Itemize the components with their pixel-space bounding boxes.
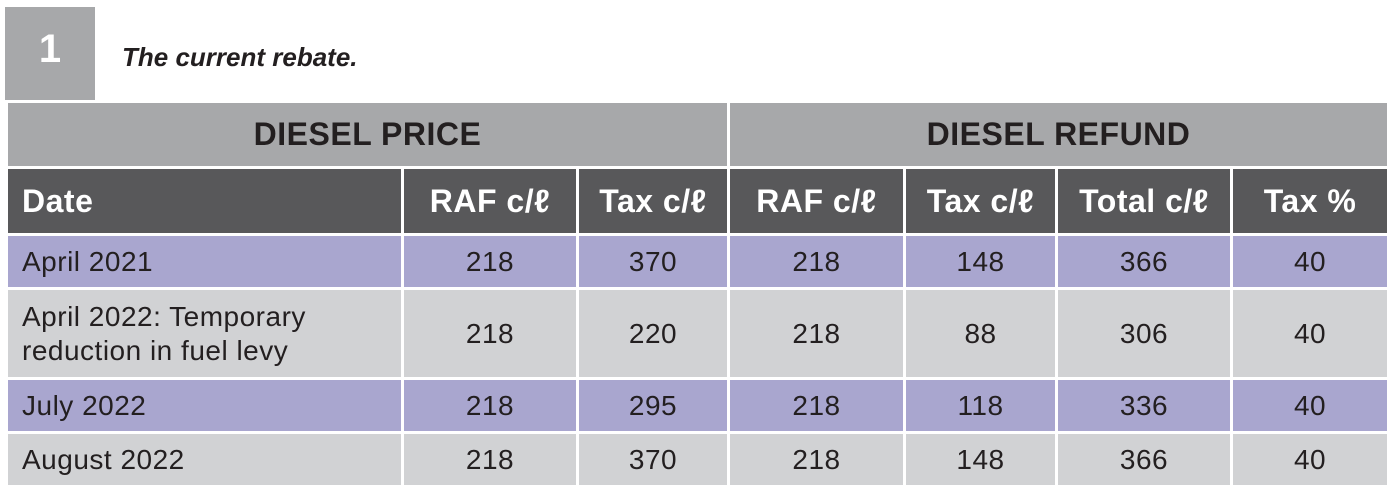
cell-refund-raf: 218: [727, 377, 907, 434]
cell-tax-pct: 40: [1230, 287, 1389, 380]
cell-tax-pct: 40: [1230, 431, 1389, 488]
cell-date: August 2022: [5, 431, 404, 488]
cell-price-tax: 370: [575, 233, 731, 290]
cell-total: 366: [1055, 233, 1234, 290]
cell-refund-raf: 218: [727, 233, 907, 290]
column-header-date: Date: [5, 166, 404, 236]
figure-caption: The current rebate.: [122, 42, 358, 72]
cell-price-raf: 218: [401, 287, 579, 380]
column-header-tax-pct: Tax %: [1230, 166, 1389, 236]
cell-price-raf: 218: [401, 377, 579, 434]
table-row: April 2022: Temporary reduction in fuel …: [5, 287, 1389, 380]
cell-date: July 2022: [5, 377, 404, 434]
cell-tax-pct: 40: [1230, 233, 1389, 290]
table-row: August 2022 218 370 218 148 366 40: [5, 431, 1389, 488]
cell-price-tax: 295: [575, 377, 731, 434]
group-header-diesel-refund: DIESEL REFUND: [727, 100, 1389, 169]
cell-tax-pct: 40: [1230, 377, 1389, 434]
cell-total: 306: [1055, 287, 1234, 380]
column-header-price-raf: RAF c/ℓ: [401, 166, 579, 236]
figure-number: 1: [5, 7, 95, 102]
table-row: April 2021 218 370 218 148 366 40: [5, 233, 1389, 290]
column-header-row: Date RAF c/ℓ Tax c/ℓ RAF c/ℓ Tax c/ℓ Tot…: [5, 166, 1389, 236]
cell-date: April 2021: [5, 233, 404, 290]
cell-price-tax: 370: [575, 431, 731, 488]
cell-total: 366: [1055, 431, 1234, 488]
column-header-refund-tax: Tax c/ℓ: [903, 166, 1059, 236]
cell-total: 336: [1055, 377, 1234, 434]
rebate-table: DIESEL PRICE DIESEL REFUND Date RAF c/ℓ …: [4, 100, 1389, 488]
cell-price-raf: 218: [401, 431, 579, 488]
cell-refund-tax: 118: [903, 377, 1059, 434]
cell-date: April 2022: Temporary reduction in fuel …: [5, 287, 404, 380]
group-header-row: DIESEL PRICE DIESEL REFUND: [4, 100, 1389, 169]
cell-refund-raf: 218: [727, 431, 907, 488]
group-header-diesel-price: DIESEL PRICE: [4, 100, 731, 169]
column-header-price-tax: Tax c/ℓ: [575, 166, 731, 236]
column-header-total: Total c/ℓ: [1055, 166, 1234, 236]
cell-refund-raf: 218: [727, 287, 907, 380]
table-row: July 2022 218 295 218 118 336 40: [5, 377, 1389, 434]
cell-price-raf: 218: [401, 233, 579, 290]
cell-refund-tax: 88: [903, 287, 1059, 380]
cell-price-tax: 220: [575, 287, 731, 380]
column-header-refund-raf: RAF c/ℓ: [727, 166, 907, 236]
cell-refund-tax: 148: [903, 233, 1059, 290]
cell-refund-tax: 148: [903, 431, 1059, 488]
